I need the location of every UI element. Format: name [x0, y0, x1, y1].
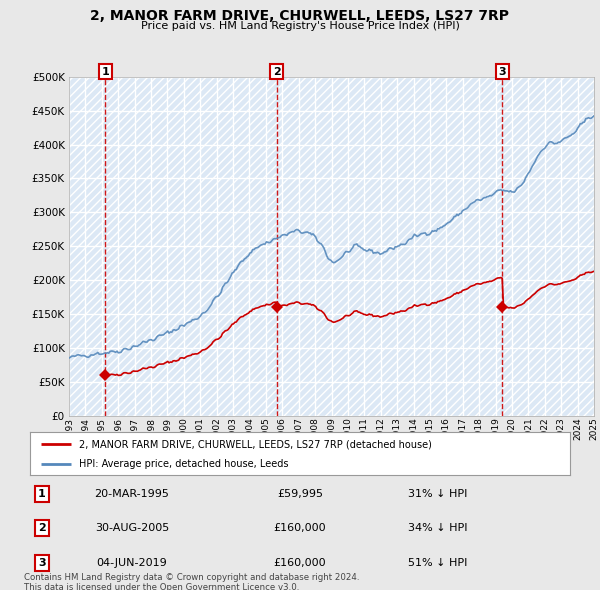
- Text: 1: 1: [38, 489, 46, 499]
- Text: 34% ↓ HPI: 34% ↓ HPI: [408, 523, 468, 533]
- Text: 2, MANOR FARM DRIVE, CHURWELL, LEEDS, LS27 7RP: 2, MANOR FARM DRIVE, CHURWELL, LEEDS, LS…: [91, 9, 509, 23]
- Text: 04-JUN-2019: 04-JUN-2019: [97, 558, 167, 568]
- Text: 3: 3: [499, 67, 506, 77]
- Text: 51% ↓ HPI: 51% ↓ HPI: [409, 558, 467, 568]
- Text: 2, MANOR FARM DRIVE, CHURWELL, LEEDS, LS27 7RP (detached house): 2, MANOR FARM DRIVE, CHURWELL, LEEDS, LS…: [79, 440, 431, 450]
- Text: This data is licensed under the Open Government Licence v3.0.: This data is licensed under the Open Gov…: [24, 583, 299, 590]
- Text: 30-AUG-2005: 30-AUG-2005: [95, 523, 169, 533]
- Text: 2: 2: [38, 523, 46, 533]
- Text: 2: 2: [273, 67, 281, 77]
- Text: 31% ↓ HPI: 31% ↓ HPI: [409, 489, 467, 499]
- Text: 3: 3: [38, 558, 46, 568]
- Text: 20-MAR-1995: 20-MAR-1995: [95, 489, 169, 499]
- Text: £160,000: £160,000: [274, 523, 326, 533]
- Text: Contains HM Land Registry data © Crown copyright and database right 2024.: Contains HM Land Registry data © Crown c…: [24, 573, 359, 582]
- Text: HPI: Average price, detached house, Leeds: HPI: Average price, detached house, Leed…: [79, 460, 288, 469]
- Text: Price paid vs. HM Land Registry's House Price Index (HPI): Price paid vs. HM Land Registry's House …: [140, 21, 460, 31]
- Text: £59,995: £59,995: [277, 489, 323, 499]
- Text: 1: 1: [101, 67, 109, 77]
- Text: £160,000: £160,000: [274, 558, 326, 568]
